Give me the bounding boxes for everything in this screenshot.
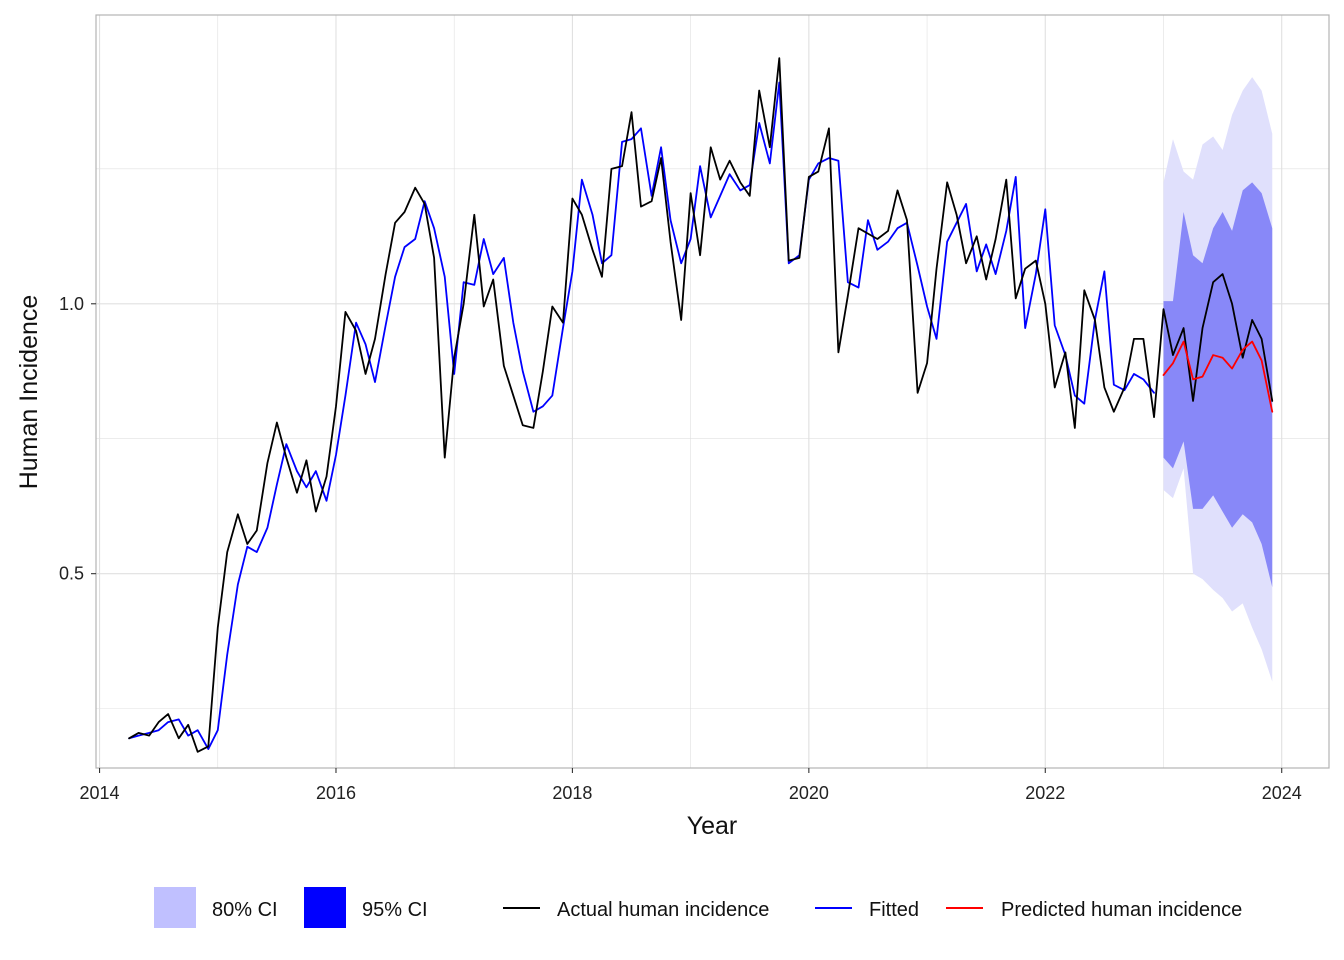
- legend-label-fitted: Fitted: [869, 899, 919, 921]
- ribbon-95-ci: [1163, 182, 1273, 588]
- x-tick-label: 2020: [789, 783, 829, 803]
- legend-label-95-ci: 95% CI: [362, 899, 428, 921]
- y-tick-label: 0.5: [59, 564, 84, 584]
- legend-label-80-ci: 80% CI: [212, 899, 278, 921]
- legend-label-actual: Actual human incidence: [557, 899, 769, 921]
- x-tick-label: 2018: [552, 783, 592, 803]
- series-line-actual: [128, 57, 1274, 753]
- x-tick-label: 2024: [1262, 783, 1302, 803]
- legend-key-80-ci: [154, 887, 196, 928]
- series-line-fitted: [128, 81, 1155, 751]
- series-lines: [128, 57, 1274, 753]
- legend-key-95-ci: [304, 887, 346, 928]
- x-tick-label: 2014: [80, 783, 120, 803]
- panel-border: [95, 14, 1330, 769]
- axes: 2014 2016 2018 2020 2022 2024 0.5 1.0: [59, 294, 1302, 803]
- x-axis-title: Year: [687, 812, 738, 840]
- series-line-predicted: [1162, 340, 1274, 413]
- legend-label-predicted: Predicted human incidence: [1001, 899, 1242, 921]
- grid-lines: [96, 15, 1329, 768]
- y-tick-label: 1.0: [59, 294, 84, 314]
- y-axis-title: Human Incidence: [15, 295, 43, 490]
- x-tick-label: 2022: [1025, 783, 1065, 803]
- x-tick-label: 2016: [316, 783, 356, 803]
- legend: 80% CI 95% CI Actual human incidence Fit…: [154, 887, 1242, 928]
- confidence-ribbons: [1163, 77, 1273, 682]
